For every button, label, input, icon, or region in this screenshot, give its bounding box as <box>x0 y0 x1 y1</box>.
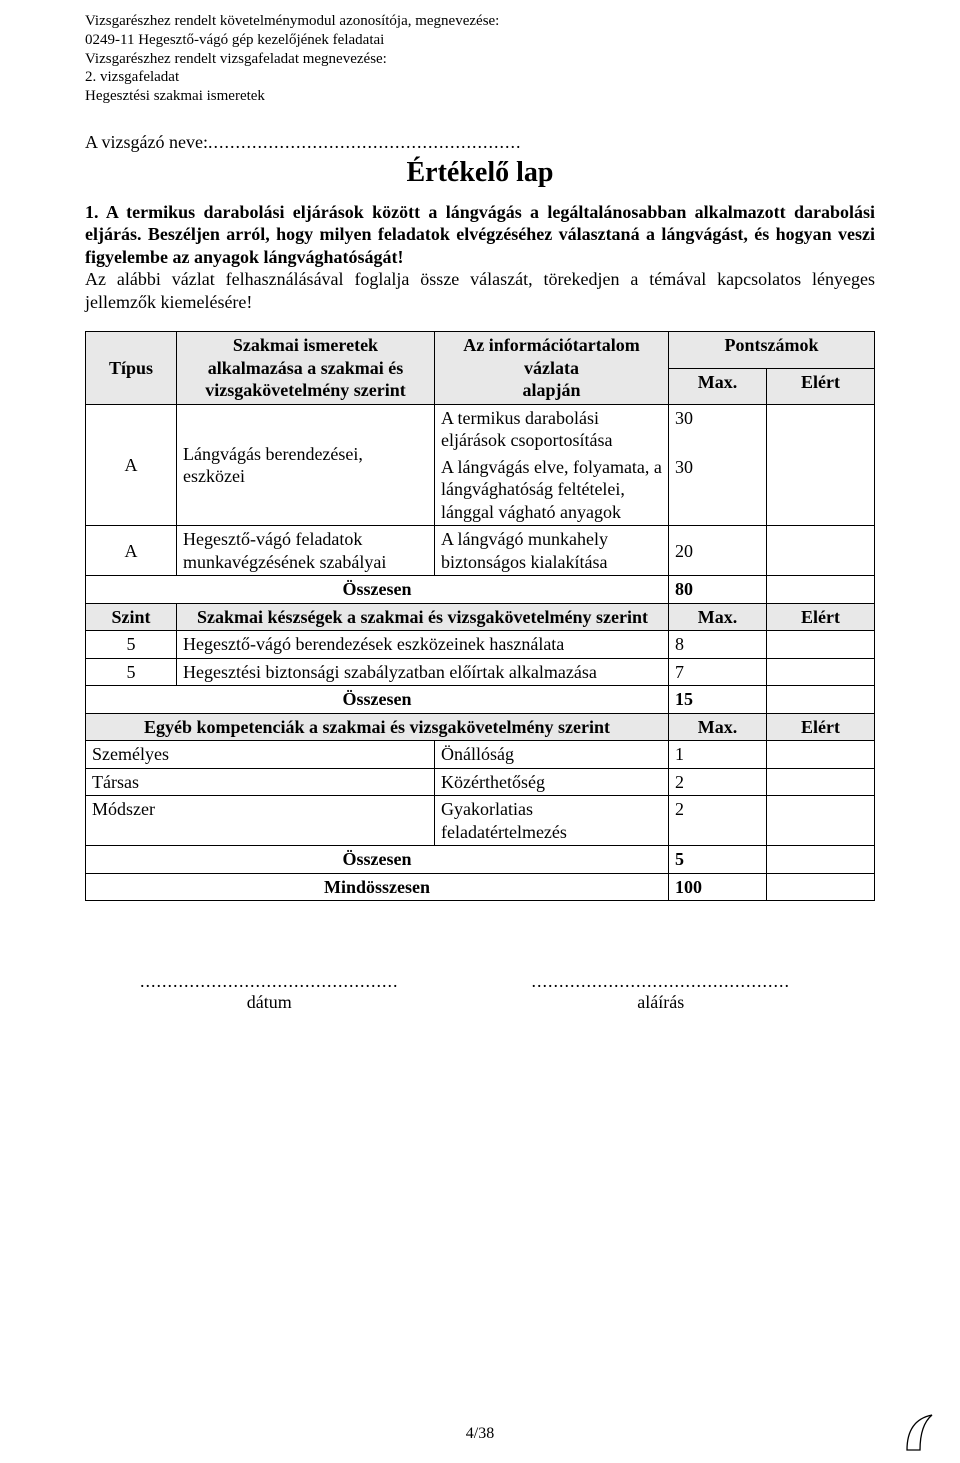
row-ism-total-max: 80 <box>669 576 767 604</box>
cell-szint-elert <box>767 658 875 686</box>
th-egyeb-title: Egyéb kompetenciák a szakmai és vizsgakö… <box>86 713 669 741</box>
cell-skill: Lángvágás berendezései, eszközei <box>177 404 435 526</box>
header-line: Hegesztési szakmai ismeretek <box>85 87 875 106</box>
cell-info: A termikus darabolási eljárások csoporto… <box>435 404 669 454</box>
cell-szint-max: 8 <box>669 631 767 659</box>
name-label: A vizsgázó neve: <box>85 132 208 152</box>
cell-egyeb-text: Gyakorlatias feladatértelmezés <box>435 796 669 846</box>
header-line: 0249-11 Hegesztő-vágó gép kezelőjének fe… <box>85 31 875 50</box>
sign-dots: ........................................… <box>532 971 791 992</box>
row-ism-total-label: Összesen <box>86 576 669 604</box>
cell-info: A lángvágó munkahely biztonságos kialakí… <box>435 526 669 576</box>
cell-egyeb-text: Közérthetőség <box>435 768 669 796</box>
th-szint: Szint <box>86 603 177 631</box>
date-label: dátum <box>140 992 399 1013</box>
header-line: Vizsgarészhez rendelt követelménymodul a… <box>85 12 875 31</box>
cell-max: 30 <box>669 454 767 526</box>
cell-egyeb-elert <box>767 796 875 846</box>
row-szint-total-label: Összesen <box>86 686 669 714</box>
sign-label: aláírás <box>532 992 791 1013</box>
cell-egyeb-elert <box>767 741 875 769</box>
th-elert: Elért <box>767 368 875 404</box>
module-header: Vizsgarészhez rendelt követelménymodul a… <box>85 12 875 106</box>
signature-row: ........................................… <box>85 971 875 1013</box>
cell-egyeb-cat: Személyes <box>86 741 435 769</box>
row-egyeb-total-max: 5 <box>669 846 767 874</box>
row-egyeb-total-label: Összesen <box>86 846 669 874</box>
page-title: Értékelő lap <box>85 157 875 189</box>
name-fill-dots <box>208 132 522 152</box>
header-line: Vizsgarészhez rendelt vizsgafeladat megn… <box>85 50 875 69</box>
th-pontszamok: Pontszámok <box>669 332 875 368</box>
cell-info: A lángvágás elve, folyamata, a lángvágha… <box>435 454 669 526</box>
date-dots: ........................................… <box>140 971 399 992</box>
question-text: 1. A termikus darabolási eljárások közöt… <box>85 202 875 267</box>
header-line: 2. vizsgafeladat <box>85 68 875 87</box>
cell-egyeb-max: 1 <box>669 741 767 769</box>
cell-egyeb-cat: Társas <box>86 768 435 796</box>
row-ism-total-elert <box>767 576 875 604</box>
th-egyeb-max: Max. <box>669 713 767 741</box>
cell-tipus: A <box>86 526 177 576</box>
th-szint-max: Max. <box>669 603 767 631</box>
cell-elert <box>767 404 875 526</box>
th-szint-elert: Elért <box>767 603 875 631</box>
cell-szint: 5 <box>86 631 177 659</box>
cell-egyeb-cat: Módszer <box>86 796 435 846</box>
row-grand-total-label: Mindösszesen <box>86 873 669 901</box>
candidate-name-line: A vizsgázó neve: <box>85 132 875 153</box>
scoring-table: Típus Szakmai ismeretek alkalmazása a sz… <box>85 331 875 901</box>
row-egyeb-total-elert <box>767 846 875 874</box>
cell-max: 30 <box>669 404 767 454</box>
cell-szint-elert <box>767 631 875 659</box>
page-curl-icon <box>902 1405 942 1451</box>
th-egyeb-elert: Elért <box>767 713 875 741</box>
row-grand-total-max: 100 <box>669 873 767 901</box>
cell-szint-max: 7 <box>669 658 767 686</box>
cell-szint-text: Hegesztő-vágó berendezések eszközeinek h… <box>177 631 669 659</box>
cell-egyeb-text: Önállóság <box>435 741 669 769</box>
instruction-text: Az alábbi vázlat felhasználásával foglal… <box>85 269 875 312</box>
cell-szint: 5 <box>86 658 177 686</box>
row-grand-total-elert <box>767 873 875 901</box>
page-number: 4/38 <box>0 1425 960 1443</box>
cell-egyeb-max: 2 <box>669 768 767 796</box>
cell-max: 20 <box>669 526 767 576</box>
th-info-vazlat: Az információtartalom vázlata alapján <box>435 332 669 405</box>
cell-tipus: A <box>86 404 177 526</box>
th-max: Max. <box>669 368 767 404</box>
row-szint-total-elert <box>767 686 875 714</box>
th-tipus: Típus <box>86 332 177 405</box>
cell-szint-text: Hegesztési biztonsági szabályzatban előí… <box>177 658 669 686</box>
cell-elert <box>767 526 875 576</box>
question-block: 1. A termikus darabolási eljárások közöt… <box>85 201 875 314</box>
th-szakmai-ismeretek: Szakmai ismeretek alkalmazása a szakmai … <box>177 332 435 405</box>
cell-skill: Hegesztő-vágó feladatok munkavégzésének … <box>177 526 435 576</box>
cell-egyeb-max: 2 <box>669 796 767 846</box>
th-szint-title: Szakmai készségek a szakmai és vizsgaköv… <box>177 603 669 631</box>
cell-egyeb-elert <box>767 768 875 796</box>
row-szint-total-max: 15 <box>669 686 767 714</box>
